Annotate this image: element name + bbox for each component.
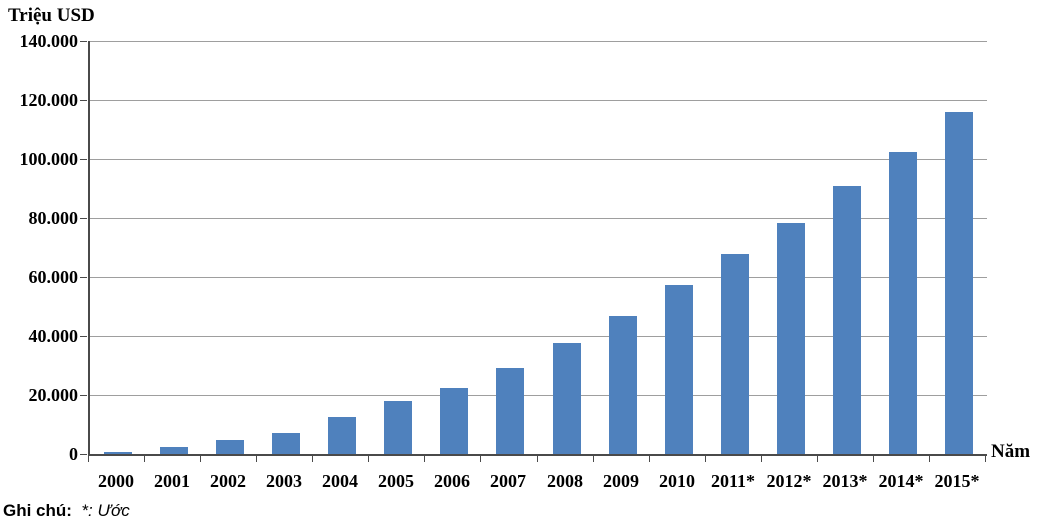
x-tick-mark [200, 456, 202, 462]
x-tick-label-2006: 2006 [434, 471, 470, 491]
gridline-100000 [90, 159, 987, 160]
y-axis-title: Triệu USD [8, 5, 95, 26]
gridline-140000 [90, 41, 987, 42]
y-tick-label: 100.000 [19, 149, 79, 169]
gridline-80000 [90, 218, 987, 219]
bar-2009 [609, 316, 637, 454]
x-tick-mark [872, 456, 874, 462]
x-tick-label-2004: 2004 [322, 471, 358, 491]
bar-2001 [160, 447, 188, 454]
bar-2003 [272, 433, 300, 454]
x-tick-label-2014: 2014* [878, 471, 924, 491]
gridline-60000 [90, 277, 987, 278]
x-tick-label-2005: 2005 [378, 471, 414, 491]
x-tick-label-2000: 2000 [98, 471, 134, 491]
y-tick-label: 140.000 [19, 31, 79, 51]
x-tick-mark [88, 456, 89, 462]
x-tick-mark [144, 456, 146, 462]
x-tick-label-2011: 2011* [710, 471, 755, 491]
x-tick-label-2003: 2003 [266, 471, 302, 491]
y-tick-label: 20.000 [28, 385, 79, 405]
x-tick-label-2013: 2013* [822, 471, 868, 491]
bar-2014 [889, 152, 917, 454]
x-tick-label-2001: 2001 [154, 471, 190, 491]
bar-2005 [384, 401, 412, 454]
gridline-120000 [90, 100, 987, 101]
y-tick-label: 80.000 [28, 208, 79, 228]
x-tick-mark [256, 456, 258, 462]
gridline-40000 [90, 336, 987, 337]
x-tick-mark [592, 456, 594, 462]
y-tick-label: 40.000 [28, 326, 79, 346]
bar-2000 [104, 452, 132, 454]
footnote: Ghi chú: *: Ước [3, 501, 130, 521]
x-tick-label-2010: 2010 [659, 471, 695, 491]
bar-2011 [721, 254, 749, 454]
x-tick-mark [928, 456, 930, 462]
gridline-20000 [90, 395, 987, 396]
bar-2015 [945, 112, 973, 454]
x-tick-mark [480, 456, 482, 462]
x-tick-mark [536, 456, 538, 462]
x-tick-mark [648, 456, 650, 462]
y-tick-mark [80, 336, 87, 337]
bar-2002 [216, 440, 244, 454]
y-tick-label: 60.000 [28, 267, 79, 287]
bar-2007 [496, 368, 524, 454]
bar-2006 [440, 388, 468, 454]
y-tick-mark [80, 159, 87, 160]
y-tick-label: 0 [69, 444, 78, 464]
x-tick-mark [424, 456, 426, 462]
x-tick-label-2009: 2009 [603, 471, 639, 491]
x-tick-label-2012: 2012* [766, 471, 812, 491]
y-tick-mark [80, 218, 87, 219]
bar-2010 [665, 285, 693, 454]
x-tick-label-2015: 2015* [934, 471, 980, 491]
plot-area [88, 41, 987, 456]
x-tick-label-2007: 2007 [490, 471, 526, 491]
x-tick-mark [760, 456, 762, 462]
y-tick-label: 120.000 [19, 90, 79, 110]
y-tick-mark [80, 100, 87, 101]
footnote-text: *: Ước [81, 501, 130, 520]
y-tick-mark [80, 41, 87, 42]
x-tick-label-2008: 2008 [547, 471, 583, 491]
y-tick-mark [80, 395, 87, 396]
x-tick-label-2002: 2002 [210, 471, 246, 491]
x-tick-mark [985, 456, 986, 462]
bar-2004 [328, 417, 356, 454]
y-tick-mark [80, 277, 87, 278]
footnote-label: Ghi chú: [3, 501, 72, 520]
bar-2008 [553, 343, 581, 454]
bar-2012 [777, 223, 805, 454]
bar-2013 [833, 186, 861, 454]
x-tick-mark [312, 456, 314, 462]
x-tick-mark [368, 456, 370, 462]
x-axis-title: Năm [991, 441, 1031, 462]
x-tick-mark [704, 456, 706, 462]
x-tick-mark [816, 456, 818, 462]
y-tick-mark [80, 454, 87, 455]
